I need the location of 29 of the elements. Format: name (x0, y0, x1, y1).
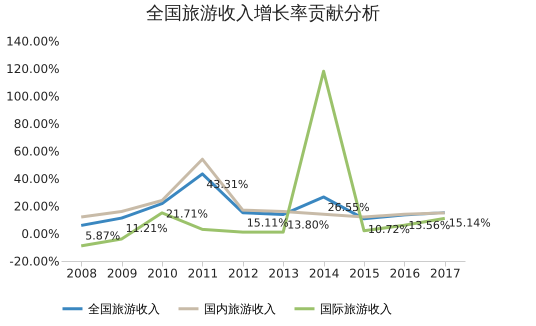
y-tick-label: 40.00% (14, 172, 60, 186)
x-tick-label: 2012 (228, 266, 259, 280)
data-label: 21.71% (166, 208, 208, 221)
y-tick-label: 60.00% (14, 144, 60, 158)
x-tick-label: 2015 (349, 266, 380, 280)
data-label: 15.14% (448, 216, 491, 230)
y-tick-label: 20.00% (14, 200, 60, 214)
data-label: 5.87% (85, 229, 120, 242)
x-tick-label: 2011 (188, 266, 218, 280)
line-series (80, 158, 446, 218)
data-label: 13.80% (287, 218, 330, 232)
legend-label: 国内旅游收入 (204, 302, 276, 316)
x-tick-label: 2014 (308, 266, 340, 280)
legend-label: 全国旅游收入 (88, 302, 160, 316)
x-tick-label: 2009 (106, 266, 138, 280)
y-tick-label: 120.00% (6, 62, 60, 76)
y-tick-label: 80.00% (14, 117, 60, 131)
x-tick-label: 2016 (390, 266, 420, 280)
data-label: 13.56% (408, 218, 450, 232)
y-tick-label: -20.00% (9, 254, 60, 268)
x-tick-label: 2013 (268, 266, 299, 280)
y-tick-label: 0.00% (21, 227, 60, 241)
x-tick-label: 2010 (147, 266, 178, 280)
y-tick-label: 140.00% (6, 34, 60, 48)
x-tick-label: 2017 (430, 266, 461, 280)
legend-label: 国际旅游收入 (320, 302, 392, 316)
chart-title: 全国旅游收入增长率贡献分析 (146, 3, 380, 24)
x-tick-label: 2008 (66, 266, 97, 280)
y-tick-label: 100.00% (6, 90, 60, 104)
